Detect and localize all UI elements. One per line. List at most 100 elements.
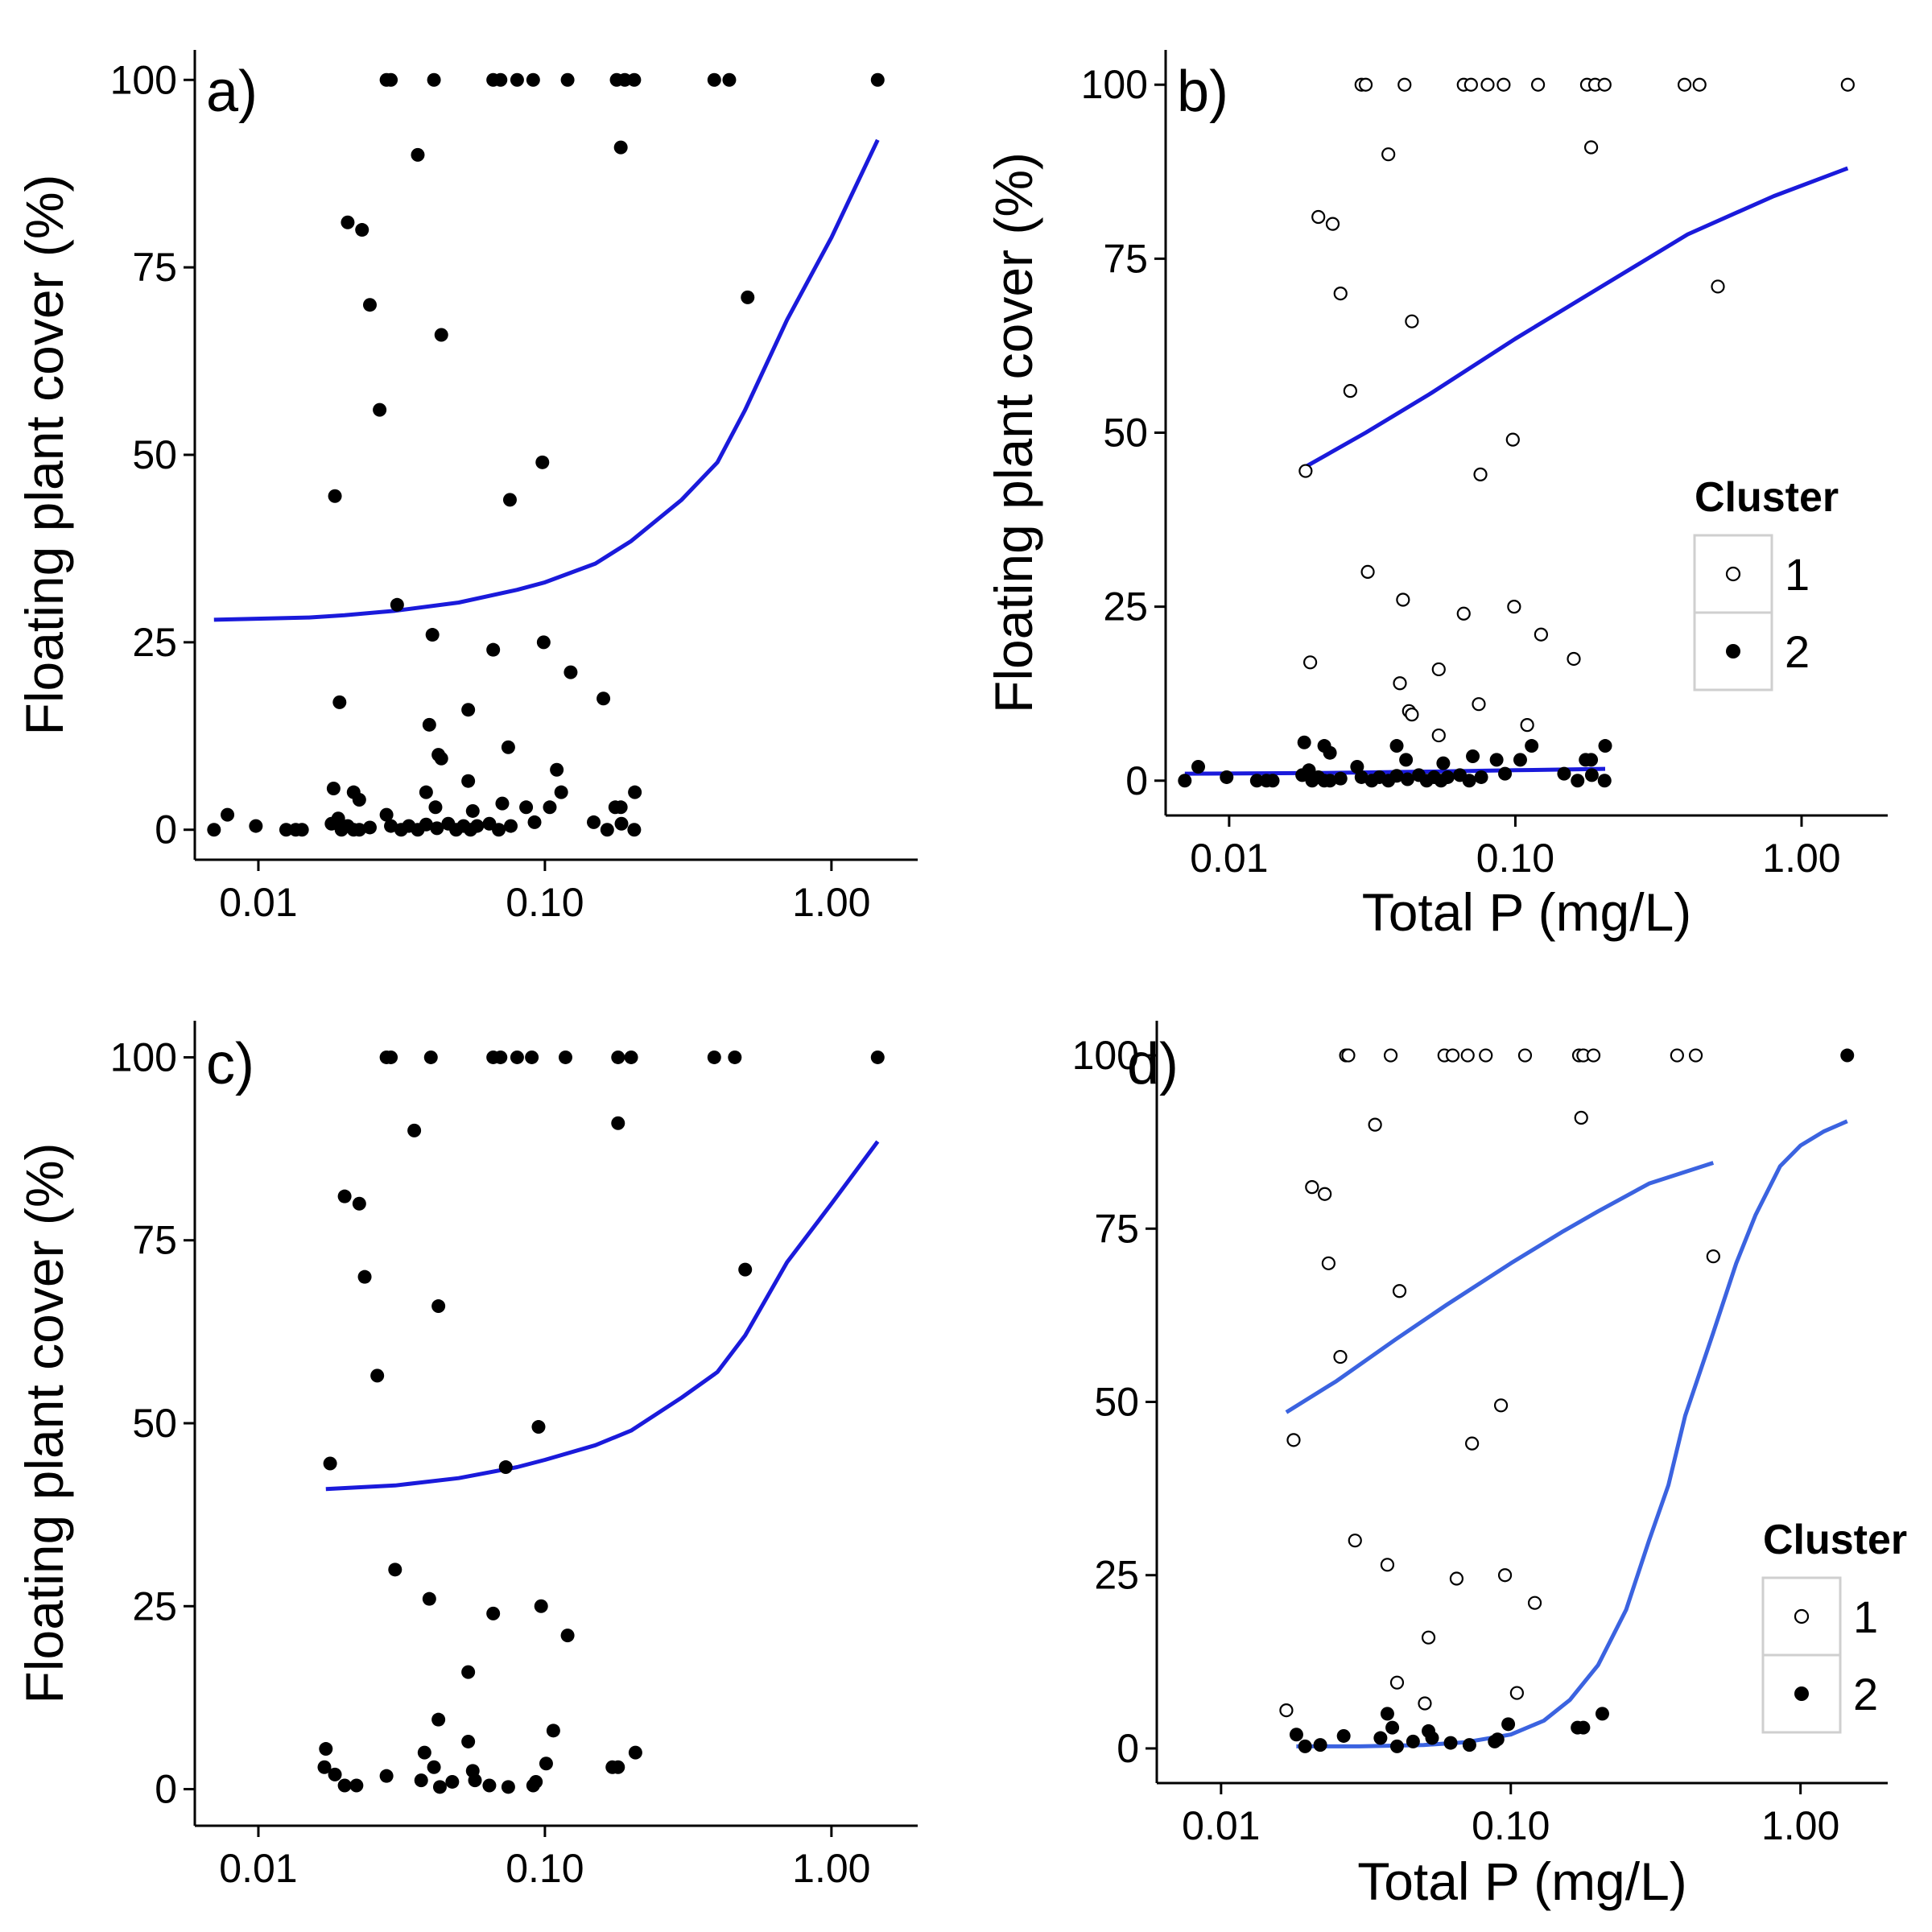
data-point-cluster-1 (1368, 1117, 1382, 1132)
y-tick-label: 50 (1094, 1380, 1139, 1425)
data-point-cluster-1 (1393, 676, 1407, 691)
data-point-cluster-all (326, 782, 341, 796)
data-point-cluster-all (624, 1050, 638, 1064)
data-point-cluster-1 (1530, 77, 1546, 92)
legend-marker-filled (1794, 1686, 1809, 1701)
data-point-cluster-2 (1191, 759, 1206, 774)
data-point-cluster-2 (1513, 753, 1527, 767)
data-point-cluster-all (428, 800, 443, 815)
data-point-cluster-2 (1425, 1731, 1439, 1745)
data-point-cluster-2 (1389, 769, 1404, 783)
data-point-cluster-all (423, 1050, 438, 1064)
data-point-cluster-2 (1466, 749, 1480, 764)
panel-d: 0 25 50 75 100 0.01 0.10 1.00 d) Total P (mg/L) Cl… (1072, 1021, 1907, 1911)
panel-label: a) (206, 60, 258, 124)
panel-label: b) (1177, 60, 1228, 124)
data-point-cluster-all (501, 1780, 515, 1794)
data-point-cluster-all (554, 785, 568, 799)
data-point-cluster-all (355, 223, 369, 237)
data-point-cluster-all (341, 215, 355, 229)
fit-line (1184, 766, 1606, 776)
data-point-cluster-all (328, 489, 342, 503)
panel-b: 0 25 50 75 100 0.01 0.10 1.00 b) Floating plant c… (984, 50, 1888, 942)
data-point-cluster-2 (1178, 774, 1192, 788)
data-point-cluster-1 (1348, 1534, 1362, 1548)
data-point-cluster-1 (1473, 467, 1488, 481)
data-point-cluster-all (431, 1299, 446, 1314)
data-point-cluster-all (492, 823, 506, 837)
data-point-cluster-all (564, 665, 578, 679)
data-point-cluster-all (560, 72, 575, 87)
data-point-cluster-2 (1220, 770, 1234, 784)
data-point-cluster-1 (1389, 1675, 1405, 1690)
x-tick-label: 0.10 (1472, 1803, 1550, 1848)
data-point-cluster-all (352, 823, 366, 837)
y-tick-label: 0 (1125, 758, 1148, 803)
legend-title: Cluster (1695, 474, 1839, 521)
data-point-cluster-2 (1406, 1734, 1420, 1748)
data-point-cluster-all (614, 816, 629, 831)
data-point-cluster-1 (1460, 1048, 1475, 1063)
data-point-cluster-2 (1525, 739, 1539, 753)
y-tick-label: 50 (132, 432, 177, 477)
data-point-cluster-all (422, 1591, 436, 1606)
legend: Cluster 1 2 (1693, 474, 1839, 691)
data-point-cluster-all (722, 72, 737, 87)
fit-line (1285, 1161, 1715, 1414)
data-point-cluster-1 (1333, 1349, 1348, 1364)
data-point-cluster-all (249, 819, 263, 833)
data-point-cluster-all (434, 328, 448, 342)
data-point-cluster-1 (1325, 217, 1340, 231)
x-axis-title: Total P (mg/L) (1362, 882, 1692, 942)
data-point-cluster-2 (1389, 739, 1404, 753)
data-point-cluster-2 (1557, 766, 1571, 781)
y-tick-label: 100 (1072, 1033, 1139, 1078)
data-point-cluster-all (597, 691, 611, 706)
data-point-cluster-1 (1305, 1180, 1319, 1195)
legend-marker-filled (1726, 644, 1740, 658)
data-point-cluster-all (728, 1050, 742, 1064)
data-point-cluster-1 (1463, 77, 1478, 92)
data-point-cluster-all (331, 811, 345, 826)
data-point-cluster-2 (1584, 753, 1599, 767)
data-point-cluster-1 (1692, 77, 1707, 92)
data-point-cluster-all (510, 72, 524, 87)
data-point-cluster-all (431, 1712, 446, 1727)
data-point-cluster-all (430, 821, 444, 836)
data-point-cluster-all (611, 1050, 625, 1064)
data-point-cluster-1 (1421, 1630, 1436, 1645)
data-point-cluster-all (611, 1116, 625, 1130)
data-point-cluster-all (546, 1724, 560, 1738)
x-tick-label: 0.01 (1190, 836, 1268, 881)
data-point-cluster-all (419, 785, 433, 799)
data-point-cluster-1 (1343, 384, 1357, 398)
data-point-cluster-all (531, 1420, 546, 1435)
data-point-cluster-all (536, 635, 551, 650)
data-point-cluster-1 (1298, 464, 1313, 478)
data-point-cluster-all (357, 1269, 372, 1284)
data-point-cluster-1 (1445, 1048, 1460, 1063)
data-point-cluster-2 (1297, 735, 1311, 749)
data-point-cluster-2 (1336, 1728, 1351, 1743)
data-point-cluster-1 (1517, 1048, 1533, 1063)
data-point-cluster-all (560, 1629, 575, 1643)
data-point-cluster-2 (1354, 770, 1368, 784)
y-tick-label: 75 (1103, 236, 1148, 281)
data-point-cluster-all (498, 1460, 513, 1475)
data-point-cluster-1 (1574, 1110, 1588, 1125)
data-point-cluster-1 (1586, 1048, 1601, 1063)
data-point-cluster-all (587, 815, 601, 829)
data-point-cluster-all (349, 1778, 364, 1793)
data-point-cluster-1 (1333, 286, 1348, 301)
data-point-cluster-all (543, 800, 557, 815)
data-point-cluster-1 (1431, 662, 1446, 677)
data-point-cluster-2 (1840, 1048, 1855, 1063)
data-point-cluster-2 (1400, 772, 1414, 786)
legend-entry-label: 2 (1853, 1669, 1878, 1719)
data-point-cluster-1 (1397, 77, 1412, 92)
data-point-cluster-2 (1265, 774, 1280, 788)
data-point-cluster-all (384, 1050, 398, 1064)
data-point-cluster-all (390, 597, 404, 612)
data-point-cluster-all (611, 1760, 625, 1774)
data-point-cluster-all (461, 1734, 476, 1748)
